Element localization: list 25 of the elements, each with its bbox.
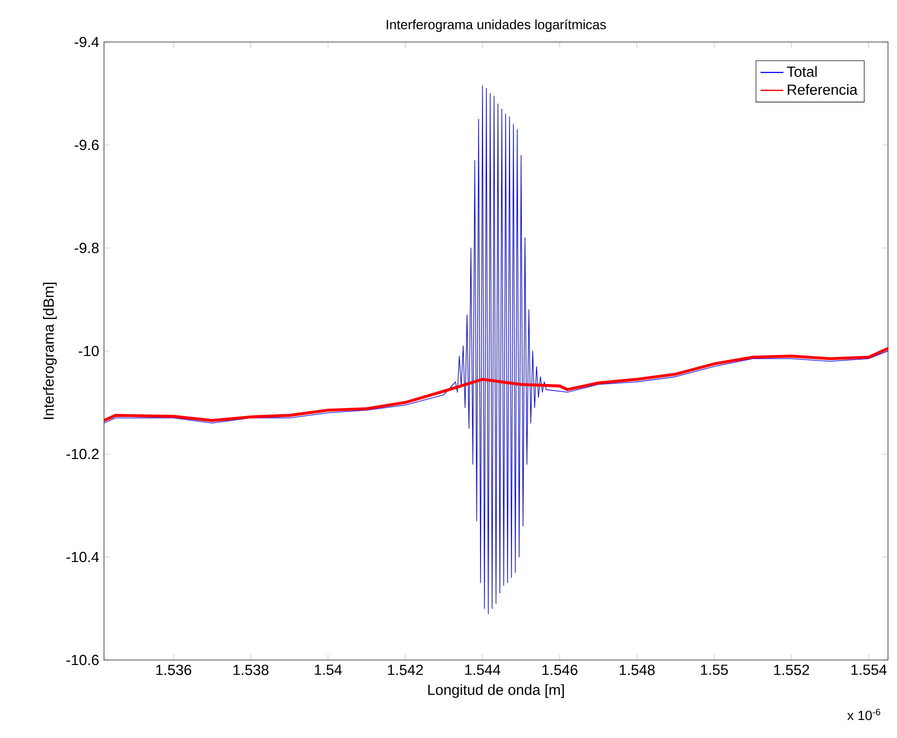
line-series — [104, 85, 888, 614]
chart-title: Interferograma unidades logarítmicas — [386, 19, 606, 32]
x-tick-label: 1.542 — [388, 664, 423, 676]
x-axis-title: Longitud de onda [m] — [428, 684, 564, 698]
x-tick-label: 1.538 — [234, 664, 268, 676]
x-tick-label: 1.546 — [542, 664, 578, 676]
x-tick-label: 1.54 — [314, 664, 342, 675]
legend-label: Total — [786, 66, 817, 77]
y-tick-label: -10.4 — [66, 552, 99, 562]
line-series — [104, 346, 888, 422]
x-tick-label: 1.544 — [465, 664, 500, 675]
x-tick-label: 1.536 — [156, 664, 192, 676]
x-tick-label: 1.548 — [620, 664, 655, 676]
y-axis-title: Interferograma [dBm] — [43, 282, 57, 419]
text: x 10$^{-6}$ — [847, 708, 880, 720]
y-tick-label: -9.6 — [74, 140, 99, 150]
y-tick-label: -10 — [78, 346, 99, 356]
y-tick-label: -10.2 — [66, 448, 99, 460]
legend-label: Referencia — [788, 84, 858, 95]
x-tick-label: 1.554 — [851, 664, 887, 675]
y-tick-label: -9.4 — [74, 36, 99, 48]
y-tick-label: -9.8 — [74, 242, 99, 254]
y-tick-label: -10.6 — [66, 654, 99, 666]
x-tick-label: 1.55 — [701, 664, 728, 675]
x-tick-label: 1.552 — [774, 664, 810, 676]
